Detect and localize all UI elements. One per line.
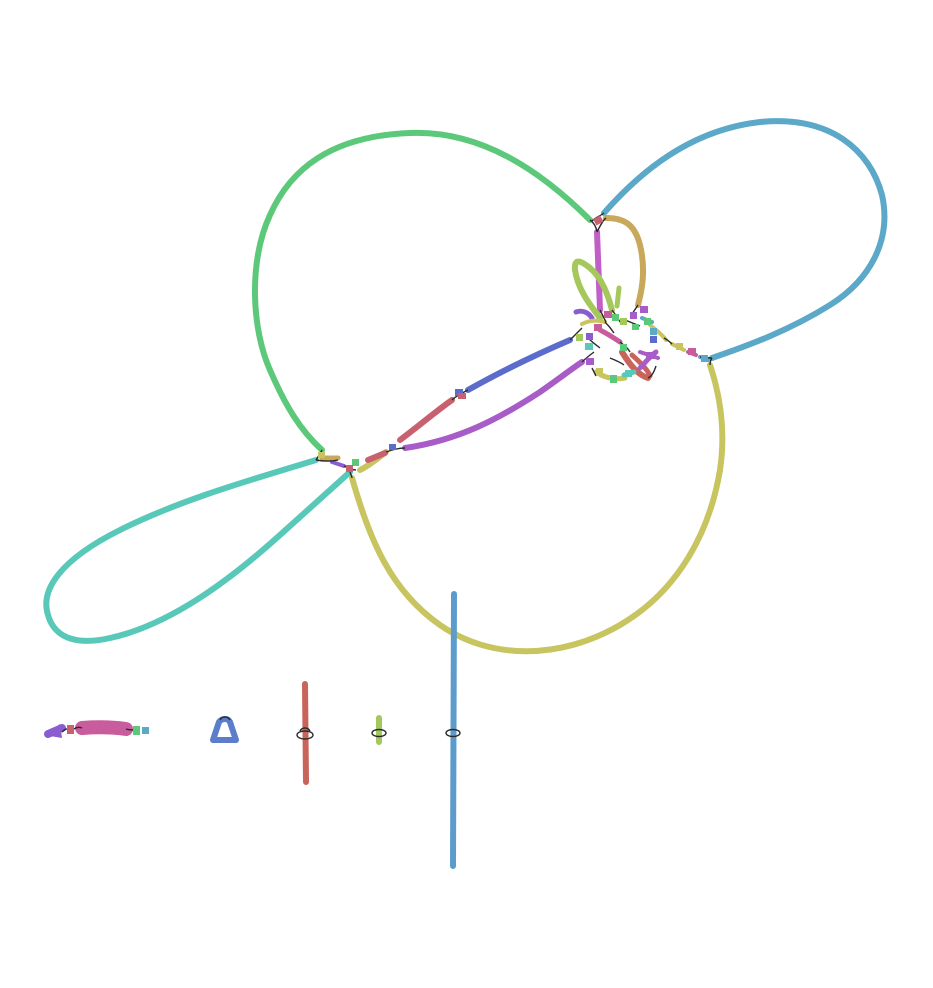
indigo-diagonal-edge[interactable] — [465, 337, 573, 393]
junction-links — [315, 212, 713, 479]
rose-short-diagonal-edge[interactable] — [397, 397, 455, 443]
green-top-loop-edge[interactable] — [251, 129, 593, 453]
olive-cluster-link[interactable] — [580, 318, 607, 326]
teal-left-loop-edge[interactable] — [43, 457, 353, 644]
lime-short-contig — [371, 715, 387, 745]
triangle-loop-fragment — [210, 716, 239, 743]
purple-cluster-piece[interactable] — [637, 349, 659, 371]
blue-contig-loop-link — [445, 728, 461, 738]
rose-node-mark — [67, 725, 74, 734]
pink-cluster-piece[interactable] — [597, 327, 623, 345]
violet-cluster-piece[interactable] — [573, 308, 595, 321]
lime-hairpin-edge[interactable] — [571, 258, 615, 321]
olive-bottom-loop-edge[interactable] — [349, 362, 726, 655]
main-loop-cluster — [43, 118, 888, 655]
sky-node-mark — [142, 727, 149, 734]
brick-contig-loop-link — [296, 730, 314, 740]
pink-thick-edge[interactable] — [75, 720, 133, 736]
blue-triangle-edge[interactable] — [210, 716, 239, 743]
red-linear-contig — [296, 681, 314, 785]
tan-hook-edge[interactable] — [603, 215, 647, 308]
brick-vertical-edge[interactable] — [302, 681, 309, 785]
green-node-mark — [133, 726, 140, 735]
cluster-node-markers — [318, 215, 708, 472]
dense-cluster — [573, 285, 710, 382]
violet-arrowhead — [44, 724, 62, 738]
rose-junction-piece[interactable] — [365, 450, 388, 463]
magenta-vertical-edge[interactable] — [594, 229, 603, 313]
violet-junction-piece[interactable] — [330, 460, 346, 468]
lime-contig-loop-link — [371, 728, 387, 738]
lime-cluster-spike[interactable] — [614, 285, 622, 309]
blue-long-contig — [445, 591, 461, 869]
purple-lower-diagonal-edge[interactable] — [402, 359, 585, 451]
sky-right-loop-edge[interactable] — [601, 118, 888, 361]
small-linear-fragment — [44, 720, 149, 738]
rose-cluster-arc[interactable] — [619, 349, 651, 381]
